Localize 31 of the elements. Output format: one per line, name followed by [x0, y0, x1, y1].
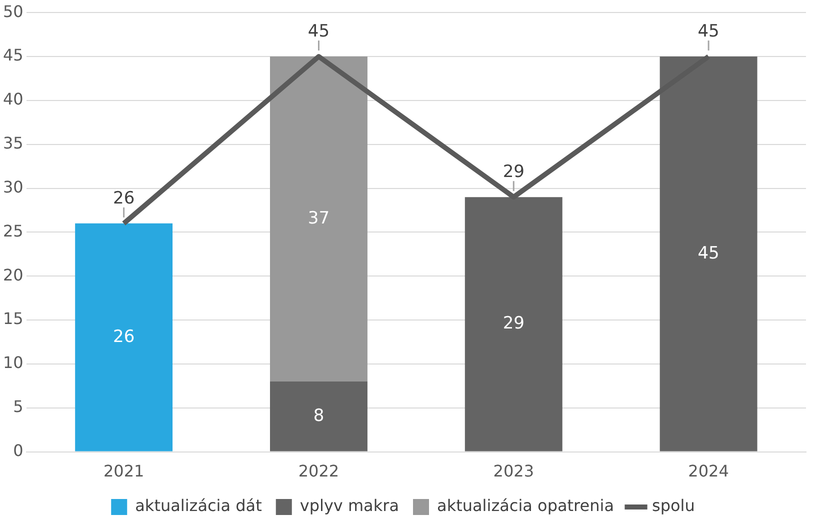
bar: [270, 56, 368, 382]
y-tick-label: 10: [3, 353, 24, 372]
data-label: 26: [112, 326, 135, 347]
x-tick-label: 2021: [103, 462, 144, 481]
data-label: 37: [308, 208, 330, 228]
y-tick-label: 25: [3, 221, 24, 240]
y-tick-label: 35: [3, 134, 24, 153]
data-label: 45: [698, 243, 720, 264]
y-tick-label: 20: [3, 265, 24, 284]
x-tick-label: 2023: [493, 462, 534, 481]
y-tick-label: 40: [3, 90, 24, 109]
bar: [270, 382, 368, 452]
data-label: 26: [112, 188, 135, 208]
data-label: 29: [502, 314, 524, 334]
data-label: 29: [502, 162, 524, 182]
data-label: 45: [698, 22, 720, 42]
y-tick-label: 30: [3, 177, 24, 196]
legend-label: vplyv makra: [300, 496, 400, 516]
x-tick-label: 2024: [688, 462, 729, 481]
legend-label: aktualizácia opatrenia: [437, 496, 614, 516]
y-tick-label: 5: [13, 397, 24, 416]
bar: [75, 223, 173, 452]
y-tick-label: 50: [3, 2, 24, 21]
data-label: 45: [308, 22, 330, 42]
legend-label: aktualizácia dát: [135, 496, 262, 516]
y-tick-label: 45: [3, 46, 24, 65]
x-tick-label: 2022: [298, 462, 340, 481]
y-tick-label: 0: [13, 440, 24, 460]
data-label: 8: [313, 406, 324, 426]
legend-label: spolu: [652, 496, 695, 516]
y-tick-label: 15: [3, 309, 24, 328]
